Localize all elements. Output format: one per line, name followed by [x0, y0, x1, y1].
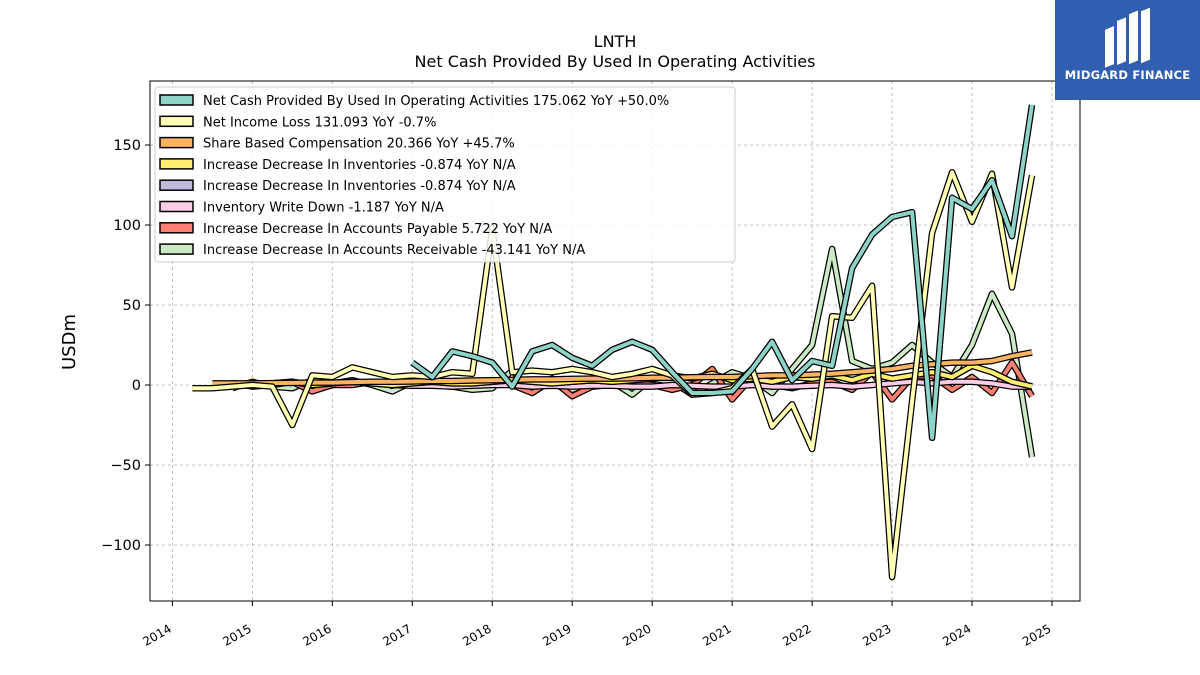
x-tick-label: 2024 — [940, 621, 973, 648]
x-tick-label: 2017 — [380, 621, 413, 648]
legend: Net Cash Provided By Used In Operating A… — [154, 86, 736, 263]
y-tick-label: 50 — [123, 298, 141, 314]
legend-entry: Increase Decrease In Accounts Payable 5.… — [203, 222, 552, 237]
series-line-6 — [192, 170, 1034, 579]
y-tick-label: −50 — [110, 458, 141, 474]
plot-frame — [149, 80, 1081, 602]
y-axis: −100 −50 0 50 100 150 — [101, 138, 150, 554]
legend-entry: Net Income Loss 131.093 YoY -0.7% — [203, 115, 436, 130]
legend-entry: Share Based Compensation 20.366 YoY +45.… — [203, 137, 515, 152]
series-lines — [192, 104, 1036, 581]
midgard-finance-logo: MIDGARD FINANCE — [1055, 0, 1200, 100]
legend-entry: Inventory Write Down -1.187 YoY N/A — [203, 201, 444, 216]
legend-box — [154, 86, 736, 263]
legend-entry: Increase Decrease In Inventories -0.874 … — [203, 158, 516, 173]
logo-text: MIDGARD FINANCE — [1064, 68, 1191, 82]
x-tick-label: 2022 — [780, 621, 813, 648]
y-tick-label: 100 — [113, 218, 141, 234]
legend-swatch — [159, 179, 194, 191]
x-tick-label: 2023 — [860, 621, 893, 648]
legend-swatch — [159, 136, 194, 149]
series-line-7 — [411, 104, 1034, 440]
y-axis-label: USDm — [59, 314, 80, 370]
legend-swatch — [159, 158, 194, 170]
x-tick-label: 2019 — [540, 621, 573, 648]
legend-swatch — [159, 222, 194, 234]
legend-entry: Increase Decrease In Inventories -0.874 … — [203, 179, 516, 194]
legend-swatch — [159, 200, 194, 213]
y-tick-label: −100 — [101, 538, 141, 554]
legend-swatch — [159, 115, 194, 128]
legend-entry: Net Cash Provided By Used In Operating A… — [203, 94, 669, 109]
x-tick-label: 2016 — [300, 621, 333, 648]
x-tick-label: 2015 — [220, 621, 253, 648]
legend-swatch — [159, 94, 194, 106]
midgard-logo-icon — [1105, 7, 1150, 68]
legend-swatch — [159, 243, 194, 255]
y-tick-label: 0 — [132, 378, 141, 394]
x-tick-label: 2025 — [1020, 621, 1053, 648]
x-axis: 2014 2015 2016 2017 2018 2019 2020 2021 2022 2023… — [140, 601, 1054, 649]
x-tick-label: 2018 — [460, 621, 493, 648]
x-tick-label: 2014 — [140, 621, 173, 648]
x-tick-label: 2021 — [700, 621, 733, 648]
x-tick-label: 2020 — [620, 621, 653, 648]
y-tick-label: 150 — [113, 138, 141, 154]
legend-entry: Increase Decrease In Accounts Receivable… — [203, 243, 585, 258]
chart-title: LNTH — [594, 32, 637, 51]
chart-subtitle: Net Cash Provided By Used In Operating A… — [415, 52, 816, 71]
